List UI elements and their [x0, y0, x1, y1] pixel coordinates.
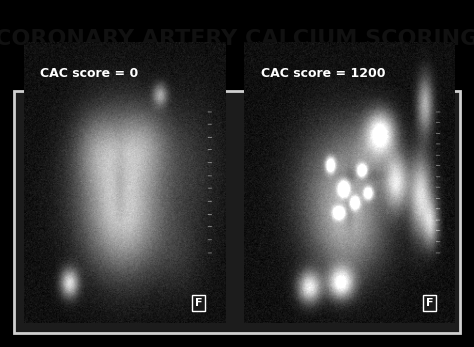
- Text: F: F: [195, 298, 203, 308]
- Text: CORONARY ARTERY CALCIUM SCORING: CORONARY ARTERY CALCIUM SCORING: [0, 29, 474, 49]
- Text: CAC score = 1200: CAC score = 1200: [261, 67, 385, 80]
- Text: CAC score = 0: CAC score = 0: [40, 67, 138, 80]
- Text: F: F: [426, 298, 434, 308]
- Bar: [14, 91, 460, 333]
